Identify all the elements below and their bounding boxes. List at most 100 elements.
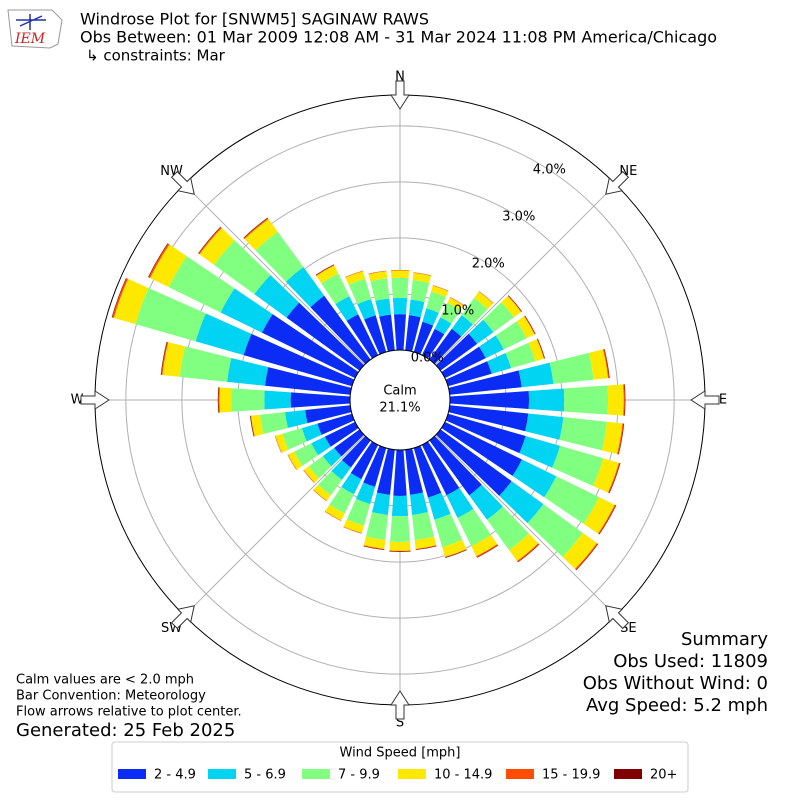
wind-bar (624, 384, 626, 416)
wind-bar (321, 273, 350, 305)
wind-bar (227, 357, 269, 386)
legend-swatch (506, 769, 534, 779)
wind-bar (442, 539, 467, 557)
wind-bar (445, 549, 467, 558)
legend-label: 15 - 19.9 (542, 768, 600, 783)
wind-bar (447, 297, 464, 311)
wind-bar (219, 387, 232, 413)
wind-bar (445, 413, 526, 454)
flow-arrow-shape (390, 80, 410, 110)
wind-bar (310, 295, 371, 365)
wind-bar (329, 486, 355, 514)
wind-bar (357, 299, 376, 320)
wind-bar (325, 504, 345, 521)
wind-bar (524, 315, 536, 335)
r-tick-label: 0.0% (411, 351, 444, 366)
wind-bar (251, 414, 264, 437)
flow-arrow-shape (170, 605, 195, 630)
logo-text: IEM (14, 31, 46, 47)
wind-bar (501, 295, 522, 318)
wind-bar (285, 409, 308, 428)
wind-bar (448, 370, 522, 395)
wind-bar (261, 314, 359, 379)
wind-bar (421, 441, 460, 496)
wind-bar (315, 264, 335, 276)
legend-box (111, 741, 689, 793)
wind-bar (562, 532, 597, 570)
wind-bar (363, 445, 387, 487)
legend-swatch (208, 769, 236, 779)
wind-bar (517, 543, 540, 562)
wind-bar (255, 231, 304, 282)
wind-bar (598, 504, 616, 535)
wind-bar (315, 264, 335, 276)
wind-bar (478, 291, 494, 304)
wind-bar (519, 436, 561, 468)
wind-bar (391, 495, 409, 517)
flow-arrow-shape (170, 170, 195, 195)
wind-bar (168, 256, 235, 313)
spoke (435, 435, 617, 617)
wind-bar (364, 315, 387, 355)
calm-label: Calm (383, 384, 416, 399)
wind-bar (474, 291, 494, 310)
wind-bar (508, 295, 523, 312)
wind-bar (457, 508, 491, 547)
wind-bar (179, 346, 232, 382)
wind-bar (161, 341, 169, 376)
wind-bar (449, 297, 464, 306)
direction-label: S (396, 716, 404, 731)
wind-bar (379, 314, 395, 352)
wind-bar (604, 348, 610, 379)
wind-bar (618, 423, 625, 455)
wind-bar (198, 227, 222, 255)
wind-bar (434, 513, 463, 548)
wind-bar (199, 227, 235, 265)
wind-bar (217, 387, 219, 413)
wind-bar (113, 278, 149, 325)
wind-bar (195, 313, 252, 356)
wind-bar (249, 415, 255, 437)
wind-bar (525, 413, 564, 440)
wind-bar (421, 328, 445, 359)
wind-bar (505, 342, 536, 369)
chart-subtitle: Obs Between: 01 Mar 2009 12:08 AM - 31 M… (80, 28, 717, 47)
wind-bar (507, 295, 522, 312)
wind-bar (389, 541, 411, 551)
wind-bar (220, 288, 273, 333)
logo: IEM (7, 9, 63, 49)
wind-bar (390, 270, 410, 279)
flow-arrow (390, 80, 410, 110)
spoke (183, 435, 365, 617)
wind-bar (552, 445, 604, 486)
wind-bar (218, 387, 220, 413)
wind-bar (375, 298, 392, 317)
wind-bar (601, 421, 623, 455)
wind-bar (476, 545, 499, 558)
wind-bar (415, 545, 437, 551)
wind-bar (389, 550, 411, 552)
wind-bar (583, 497, 615, 534)
note: Flow arrows relative to plot center. (16, 705, 242, 720)
wind-bar (413, 321, 434, 355)
wind-bar (341, 435, 371, 468)
wind-bar (335, 296, 359, 321)
wind-bar (509, 533, 539, 562)
summary: Summary (681, 629, 768, 650)
wind-bar (426, 291, 446, 313)
wind-bar (444, 549, 467, 558)
wind-bar (346, 314, 379, 359)
flow-arrow (170, 170, 195, 195)
wind-bar (322, 447, 342, 467)
wind-bar (345, 271, 366, 285)
wind-bar (311, 436, 331, 456)
wind-bar (413, 272, 432, 276)
wind-bar (316, 265, 339, 284)
wind-bar (390, 269, 410, 271)
flow-arrow-shape (80, 390, 110, 410)
wind-bar (512, 459, 557, 498)
wind-bar (392, 297, 408, 315)
wind-bar (517, 544, 540, 563)
